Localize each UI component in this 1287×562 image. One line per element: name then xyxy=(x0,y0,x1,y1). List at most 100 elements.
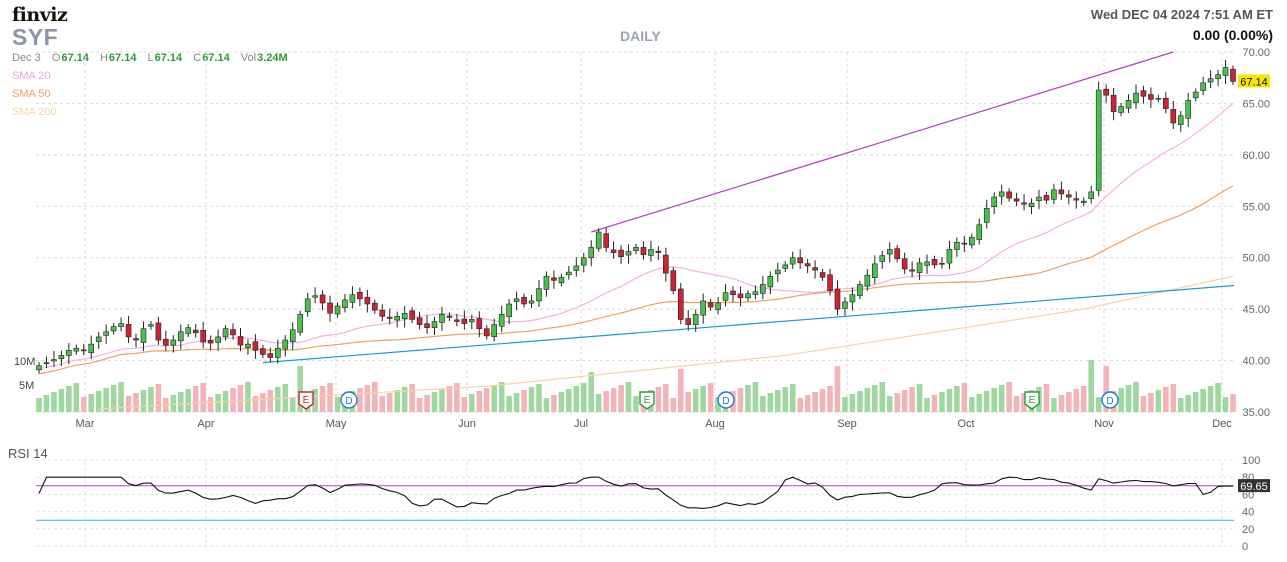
rsi-tick-label: 100 xyxy=(1242,455,1260,467)
candle-body xyxy=(707,302,714,308)
candle-body xyxy=(842,301,848,309)
candle-body xyxy=(737,293,744,299)
candle-body xyxy=(954,241,960,250)
candle-body xyxy=(879,255,886,262)
candle-body xyxy=(969,236,975,246)
y-tick-label: 35.00 xyxy=(1242,407,1270,419)
volume-bar xyxy=(715,397,721,412)
volume-bar xyxy=(513,393,520,412)
volume-bar xyxy=(1088,360,1095,412)
volume-bar xyxy=(857,391,863,412)
volume-bar xyxy=(192,386,199,412)
volume-bar xyxy=(125,396,132,412)
volume-bar xyxy=(170,395,177,412)
close-label: C xyxy=(193,52,202,64)
last-price-label: 67.14 xyxy=(1240,76,1268,88)
candle-body xyxy=(886,249,893,255)
candle-body xyxy=(304,298,311,313)
volume-label: Vol xyxy=(240,52,257,64)
volume-bar xyxy=(767,393,774,412)
candle-body xyxy=(1215,74,1221,80)
candle-body xyxy=(580,257,587,266)
finviz-logo[interactable]: finviz xyxy=(12,4,68,26)
volume-bar xyxy=(1051,398,1057,412)
dividend-marker xyxy=(1101,391,1119,409)
volume-bar xyxy=(469,394,475,412)
open-label: O xyxy=(51,52,61,64)
dividend-marker xyxy=(340,391,358,409)
candle-body xyxy=(237,336,244,346)
x-tick-label: Aug xyxy=(705,418,725,430)
candle-body xyxy=(394,316,401,321)
candle-body xyxy=(431,321,438,328)
volume-bar xyxy=(80,397,87,412)
volume-bar xyxy=(625,382,632,412)
candle-body xyxy=(245,343,251,348)
candle-body xyxy=(767,275,774,288)
candle-body xyxy=(513,298,520,302)
volume-bar xyxy=(1140,396,1147,412)
candle-body xyxy=(976,224,983,240)
volume-bar xyxy=(357,388,363,412)
volume-bar xyxy=(610,388,617,412)
candle-body xyxy=(327,302,333,314)
candle-body xyxy=(916,262,923,274)
earnings-marker xyxy=(639,391,655,410)
earnings-marker-label: E xyxy=(303,395,310,406)
candle-body xyxy=(282,339,289,350)
candle-body xyxy=(267,353,274,358)
volume-bar xyxy=(43,395,50,412)
volume-bar xyxy=(245,382,251,412)
rsi-tick-label: 0 xyxy=(1242,541,1248,553)
candle-body xyxy=(1140,90,1147,97)
candle-body xyxy=(140,328,147,343)
candle-body xyxy=(1185,100,1192,119)
candle-body xyxy=(961,242,968,245)
volume-bar xyxy=(961,383,968,412)
candle-body xyxy=(983,208,990,223)
legend-sma50[interactable]: SMA 50 xyxy=(12,88,51,100)
volume-bar xyxy=(401,387,408,412)
volume-bar xyxy=(827,386,833,412)
volume-bar xyxy=(931,395,938,412)
x-tick-label: Jun xyxy=(458,418,476,430)
volume-bar xyxy=(819,389,826,412)
candle-body xyxy=(625,251,632,256)
candle-body xyxy=(80,349,87,352)
volume-bar xyxy=(588,372,595,412)
volume-bar xyxy=(879,382,886,412)
candle-body xyxy=(170,339,177,346)
candle-body xyxy=(1080,200,1087,203)
candle-body xyxy=(924,261,930,266)
candle-body xyxy=(655,250,662,253)
volume-bar xyxy=(782,387,789,412)
volume-bar xyxy=(760,396,766,412)
rsi-tick-label: 40 xyxy=(1242,507,1254,519)
candle-body xyxy=(864,274,871,287)
high-label: H xyxy=(99,52,108,64)
candle-body xyxy=(379,309,386,317)
volume-bar xyxy=(1080,386,1087,412)
chart-datetime: Wed DEC 04 2024 7:51 AM ET xyxy=(1090,7,1273,22)
candle-body xyxy=(506,303,512,318)
volume-bar xyxy=(207,397,214,412)
volume-bar xyxy=(386,393,393,412)
y-tick-label: 50.00 xyxy=(1242,253,1270,265)
sma200-line xyxy=(98,275,1234,410)
candle-body xyxy=(215,336,221,343)
x-tick-label: Mar xyxy=(76,418,95,430)
volume-bar xyxy=(461,397,468,412)
volume-bar xyxy=(849,394,856,412)
volume-bar xyxy=(633,396,639,412)
candle-body xyxy=(446,315,453,318)
legend-sma200[interactable]: SMA 200 xyxy=(12,106,57,118)
candle-body xyxy=(700,300,706,316)
volume-bar xyxy=(73,383,80,412)
volume-bar xyxy=(364,385,371,412)
candle-body xyxy=(207,340,214,344)
volume-bar xyxy=(789,384,796,412)
open-value: 67.14 xyxy=(61,52,89,64)
volume-bar xyxy=(1043,384,1050,412)
legend-sma20[interactable]: SMA 20 xyxy=(12,70,51,82)
